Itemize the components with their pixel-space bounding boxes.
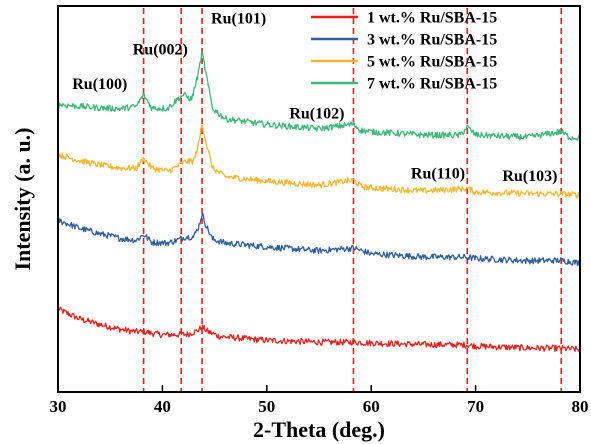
peak-label: Ru(110) xyxy=(411,166,465,183)
peak-label: Ru(101) xyxy=(211,10,266,27)
series-line xyxy=(57,51,581,142)
peak-label: Ru(002) xyxy=(133,41,188,58)
x-tick-label: 30 xyxy=(50,397,67,416)
reference-lines xyxy=(142,8,563,392)
x-axis-title: 2-Theta (deg.) xyxy=(253,417,385,442)
series-line xyxy=(57,306,581,353)
legend-label: 5 wt.% Ru/SBA-15 xyxy=(367,54,497,71)
peak-label: Ru(100) xyxy=(72,76,127,93)
peak-label: Ru(102) xyxy=(289,106,344,123)
series-lines xyxy=(57,51,581,353)
peak-labels: Ru(100) Ru(002) Ru(101) Ru(102) Ru(110) Ru(10… xyxy=(72,10,557,185)
series-line xyxy=(57,212,581,267)
x-tick-label: 40 xyxy=(154,397,171,416)
x-tick-label: 80 xyxy=(572,397,589,416)
legend-label: 7 wt.% Ru/SBA-15 xyxy=(367,76,497,93)
y-axis-title: Intensity (a. u.) xyxy=(10,127,35,270)
plot-frame xyxy=(57,5,581,393)
legend-label: 3 wt.% Ru/SBA-15 xyxy=(367,32,497,49)
series-line xyxy=(57,124,581,199)
x-axis-ticks: 30 40 50 60 70 80 xyxy=(50,385,589,416)
legend: 1 wt.% Ru/SBA-15 3 wt.% Ru/SBA-15 5 wt.% R… xyxy=(311,10,497,93)
x-tick-label: 60 xyxy=(363,397,380,416)
peak-label: Ru(103) xyxy=(502,168,557,185)
legend-label: 1 wt.% Ru/SBA-15 xyxy=(367,10,497,27)
x-tick-label: 70 xyxy=(467,397,484,416)
x-tick-label: 50 xyxy=(258,397,275,416)
